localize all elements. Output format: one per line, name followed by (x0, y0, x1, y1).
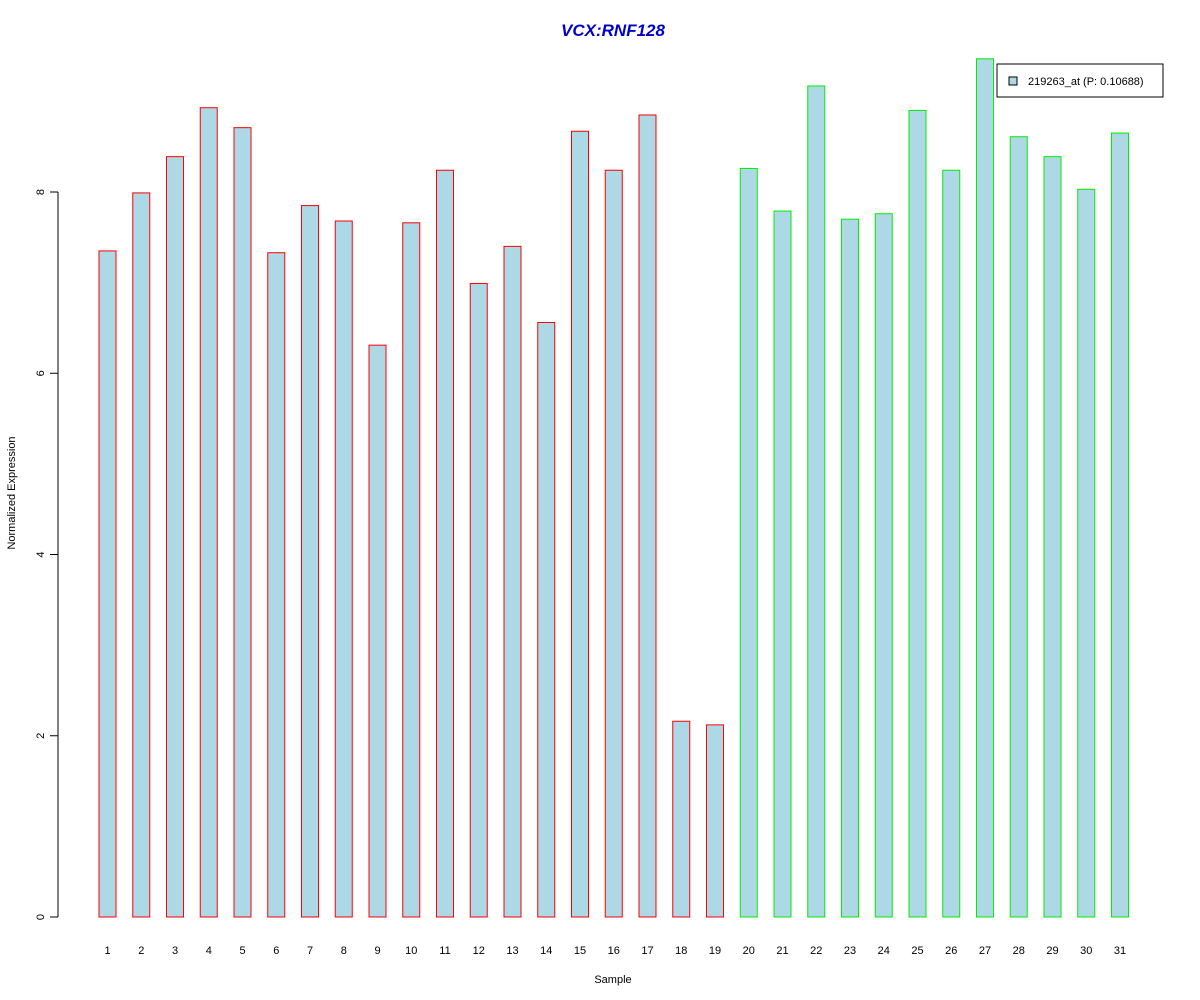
y-axis-ticks: 0 2 4 6 8 (35, 189, 58, 920)
bar-sample-2 (132, 192, 151, 918)
bar-sample-16 (604, 169, 623, 918)
x-tick-label: 15 (574, 945, 586, 957)
legend: 219263_at (P: 0.10688) (996, 63, 1164, 98)
bar-sample-9 (368, 344, 387, 918)
y-tick-label: 6 (35, 370, 47, 376)
bar-sample-29 (1043, 156, 1062, 918)
x-tick-label: 9 (374, 945, 380, 957)
x-tick-label: 5 (239, 945, 245, 957)
y-axis-label: Normalized Expression (6, 436, 18, 549)
bar-sample-26 (942, 169, 961, 918)
bar-sample-25 (908, 109, 927, 918)
x-tick-label: 8 (341, 945, 347, 957)
bar-sample-10 (402, 222, 421, 918)
legend-label: 219263_at (P: 0.10688) (1028, 76, 1144, 88)
x-tick-label: 27 (979, 945, 991, 957)
legend-box (996, 63, 1164, 98)
bar-sample-22 (807, 85, 826, 918)
legend-swatch (1008, 76, 1018, 86)
bar-sample-11 (436, 169, 454, 918)
x-axis-label: Sample (594, 974, 631, 986)
x-tick-label: 29 (1046, 945, 1058, 957)
bar-sample-21 (773, 210, 792, 918)
bar-sample-3 (166, 156, 184, 918)
x-tick-label: 10 (405, 945, 417, 957)
bars (98, 58, 1129, 918)
bar-sample-6 (267, 252, 286, 918)
bar-sample-4 (199, 107, 218, 918)
bar-sample-8 (334, 220, 353, 918)
x-tick-label: 13 (506, 945, 518, 957)
x-tick-label: 30 (1080, 945, 1092, 957)
y-tick-label: 4 (35, 551, 47, 557)
bar-sample-19 (706, 724, 724, 918)
x-tick-label: 18 (675, 945, 687, 957)
bar-sample-7 (301, 205, 319, 918)
x-tick-label: 3 (172, 945, 178, 957)
bar-sample-20 (739, 167, 758, 918)
bar-sample-24 (874, 213, 893, 918)
x-tick-label: 4 (206, 945, 212, 957)
bar-sample-31 (1111, 132, 1129, 918)
x-tick-label: 22 (810, 945, 822, 957)
x-tick-label: 1 (104, 945, 110, 957)
x-tick-label: 20 (743, 945, 755, 957)
x-tick-label: 25 (911, 945, 923, 957)
x-tick-label: 11 (439, 945, 450, 957)
x-tick-label: 31 (1114, 945, 1126, 957)
y-tick-label: 8 (35, 189, 47, 195)
x-tick-label: 14 (540, 945, 552, 957)
x-tick-label: 21 (776, 945, 788, 957)
bar-sample-18 (672, 720, 691, 918)
bar-sample-28 (1009, 136, 1028, 918)
bar-sample-17 (638, 114, 657, 918)
x-tick-label: 17 (641, 945, 653, 957)
x-tick-label: 19 (709, 945, 721, 957)
y-tick-label: 2 (35, 733, 47, 739)
x-tick-label: 23 (844, 945, 856, 957)
x-tick-label: 28 (1013, 945, 1025, 957)
bar-sample-14 (537, 322, 556, 918)
x-tick-label: 26 (945, 945, 957, 957)
bar-sample-5 (233, 127, 252, 918)
bar-sample-12 (469, 283, 488, 918)
bar-sample-13 (503, 245, 522, 918)
bar-sample-23 (841, 218, 859, 918)
x-tick-label: 16 (608, 945, 620, 957)
x-axis-tick-labels: 1 2 3 4 5 6 7 8 9 10 11 12 13 14 15 16 17 18 19 20 21 22 23 24 2… (104, 945, 1126, 957)
x-tick-label: 12 (473, 945, 485, 957)
x-tick-label: 7 (307, 945, 313, 957)
chart-title: VCX:RNF128 (561, 21, 665, 40)
y-tick-label: 0 (35, 914, 47, 920)
x-tick-label: 2 (138, 945, 144, 957)
bar-sample-30 (1077, 188, 1096, 918)
x-tick-label: 6 (273, 945, 279, 957)
bar-sample-15 (571, 130, 589, 918)
x-tick-label: 24 (878, 945, 890, 957)
bar-sample-27 (976, 58, 994, 918)
bar-sample-1 (98, 250, 117, 918)
